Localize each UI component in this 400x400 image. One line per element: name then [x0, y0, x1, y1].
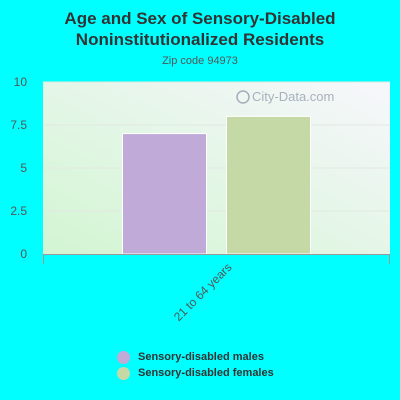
y-tick-label: 10: [14, 75, 28, 89]
watermark-logo-icon: [236, 90, 250, 104]
y-tick-label: 7.5: [10, 118, 27, 132]
legend-swatch-males: [117, 350, 130, 364]
legend-label-females: Sensory-disabled females: [138, 367, 274, 379]
legend-swatch-females: [117, 366, 130, 380]
y-tick-label: 2.5: [10, 204, 27, 218]
y-tick-label: 0: [20, 247, 27, 261]
legend-label-males: Sensory-disabled males: [138, 351, 264, 363]
bar-males: [122, 133, 207, 255]
legend-item-females: Sensory-disabled females: [117, 365, 274, 381]
x-tick-label: 21 to 64 years: [171, 260, 235, 324]
chart-title: Age and Sex of Sensory-Disabled Noninsti…: [64, 9, 336, 49]
y-tick-label: 5: [20, 161, 27, 175]
watermark-text: City-Data.com: [252, 89, 334, 104]
legend: Sensory-disabled males Sensory-disabled …: [117, 349, 274, 381]
legend-item-males: Sensory-disabled males: [117, 349, 274, 365]
chart-subtitle: Zip code 94973: [162, 55, 238, 67]
watermark: City-Data.com: [236, 89, 334, 104]
bar-females: [226, 115, 311, 255]
